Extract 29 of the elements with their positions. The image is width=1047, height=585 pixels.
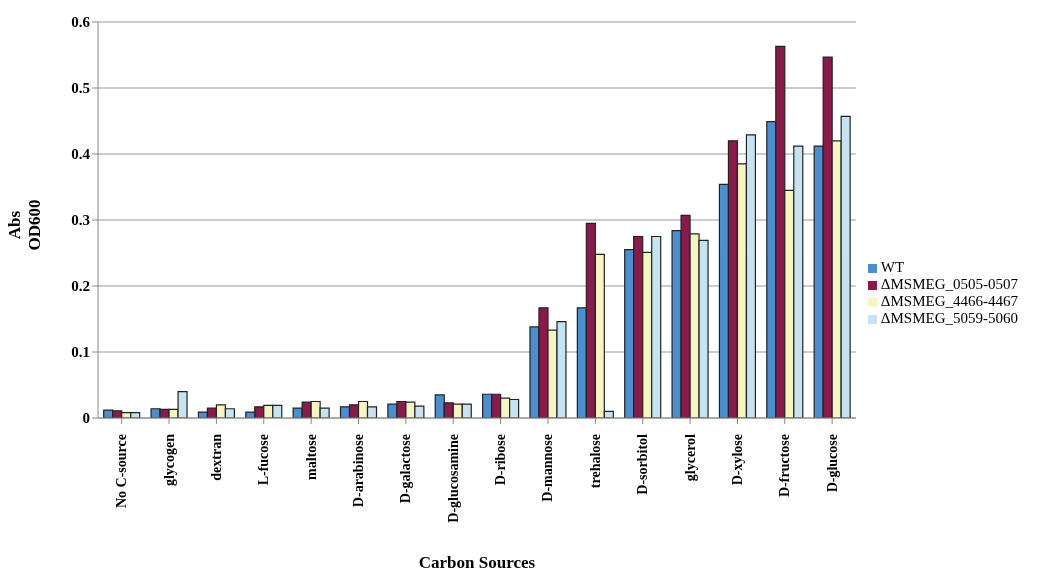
x-tick-label: L-fucose xyxy=(256,434,272,486)
y-tick-label: 0.6 xyxy=(71,14,91,31)
y-tick-label: 0 xyxy=(82,410,90,427)
y-tick-label: 0.4 xyxy=(71,146,91,163)
legend-label: ΔMSMEG_4466-4467 xyxy=(880,293,1018,309)
x-tick-label: D-sorbitol xyxy=(635,433,651,495)
x-tick-label: D-glucosamine xyxy=(445,434,461,523)
x-tick-label: trehalose xyxy=(587,434,603,489)
x-tick-label: No C-source xyxy=(114,434,130,509)
x-tick-label: D-ribose xyxy=(493,434,509,486)
x-tick-label: D-galactose xyxy=(398,434,414,504)
y-tick-label: 0.2 xyxy=(71,278,90,295)
x-tick-label: D-fructose xyxy=(777,434,793,497)
legend-label: ΔMSMEG_0505-0507 xyxy=(880,276,1018,292)
x-tick-label: maltose xyxy=(303,434,319,480)
legend-label: WT xyxy=(880,259,905,275)
x-tick-label: D-xylose xyxy=(729,434,745,486)
y-tick-label: 0.1 xyxy=(71,344,90,361)
x-tick-label: dextran xyxy=(208,433,224,481)
x-tick-label: D-mannose xyxy=(540,434,556,502)
x-tick-label: D-glucose xyxy=(824,434,840,493)
x-axis-title: Carbon Sources xyxy=(418,553,536,572)
x-tick-label: glycerol xyxy=(682,433,698,482)
y-axis-title: Abs OD600 xyxy=(5,199,44,251)
y-tick-label: 0.3 xyxy=(71,212,90,229)
legend-label: ΔMSMEG_5059-5060 xyxy=(880,310,1018,326)
y-tick-label: 0.5 xyxy=(71,80,90,97)
x-tick-label: glycogen xyxy=(161,433,177,487)
x-tick-label: D-arabinose xyxy=(351,434,367,508)
